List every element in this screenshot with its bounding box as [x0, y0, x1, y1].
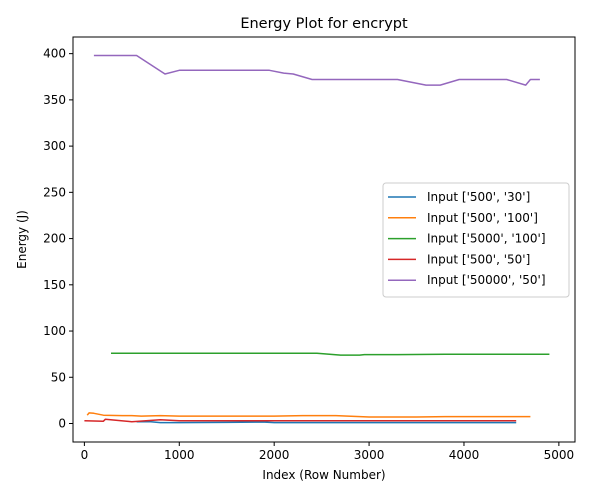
x-tick-label: 1000 [164, 448, 195, 462]
legend-box [382, 182, 570, 298]
y-axis-label: Energy (J) [15, 210, 29, 269]
x-axis-label: Index (Row Number) [262, 468, 385, 482]
x-tick-label: 2000 [259, 448, 290, 462]
x-tick-label: 4000 [449, 448, 480, 462]
series-line-4 [84, 418, 517, 423]
y-tick-label: 200 [43, 232, 66, 246]
y-tick-label: 300 [43, 139, 66, 153]
plot-frame [72, 36, 576, 443]
y-tick-label: 100 [43, 324, 66, 338]
legend-label: Input ['500', '30'] [427, 190, 530, 204]
y-tick-label: 350 [43, 93, 66, 107]
series-line-2 [86, 412, 531, 418]
y-tick-label: 0 [58, 417, 66, 431]
series-line-5 [93, 54, 540, 86]
y-tick-label: 250 [43, 185, 66, 199]
y-tick-label: 400 [43, 47, 66, 61]
x-axis-ticks: 0 1000 2000 3000 4000 5000 [81, 442, 575, 462]
series-layer [84, 54, 550, 424]
legend: Input ['500', '30'] Input ['500', '100'] I… [382, 182, 570, 298]
legend-label: Input ['500', '100'] [427, 211, 538, 225]
y-tick-label: 150 [43, 278, 66, 292]
y-axis-ticks: 0 50 100 150 200 250 300 350 400 [43, 47, 73, 431]
legend-label: Input ['50000', '50'] [427, 273, 546, 287]
x-tick-label: 5000 [544, 448, 575, 462]
x-tick-label: 0 [81, 448, 89, 462]
y-tick-label: 50 [51, 370, 66, 384]
legend-label: Input ['500', '50'] [427, 252, 530, 266]
x-tick-label: 3000 [354, 448, 385, 462]
series-line-3 [111, 352, 550, 356]
legend-label: Input ['5000', '100'] [427, 232, 546, 246]
series-line-1 [136, 420, 517, 424]
chart-title: Energy Plot for encrypt [240, 16, 408, 32]
